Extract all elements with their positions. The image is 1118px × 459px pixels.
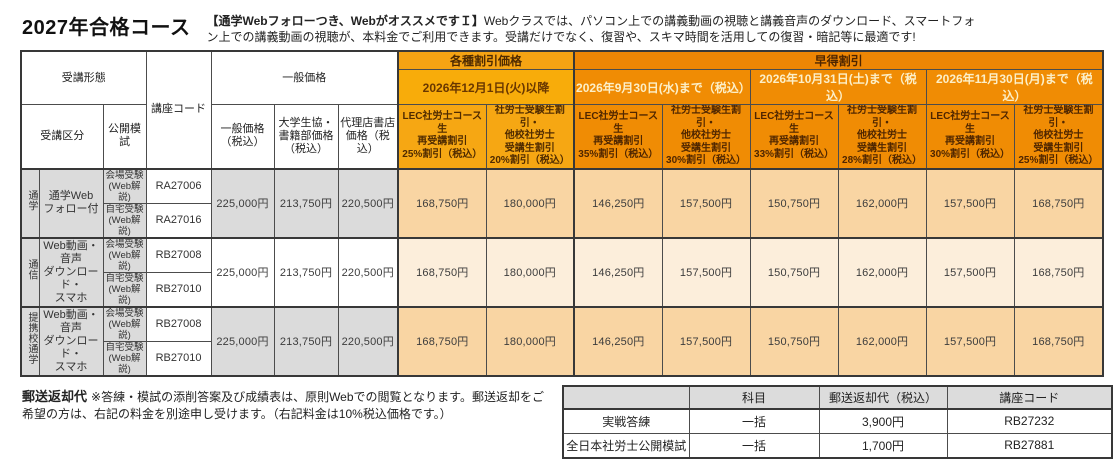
header-mock-exam: 公開模試 [102, 104, 147, 170]
category-label: 通学 [20, 167, 40, 238]
exam-type-cell: 会場受験 (Web解説) [102, 167, 147, 204]
discount-price-cell: 157,500円 [925, 236, 1015, 307]
course-division-cell: 通学Web フォロー付 [38, 167, 104, 238]
discount-price-cell: 180,000円 [485, 167, 575, 238]
category-label: 通信 [20, 236, 40, 307]
header-discount-lec25: LEC社労士コース生 再受講割引 25%割引（税込） [397, 104, 487, 170]
postal-header-fee: 郵送返却代（税込） [818, 385, 948, 410]
course-code-cell: RB27010 [145, 340, 212, 376]
postal-row-subject: 一括 [688, 408, 820, 434]
discount-price-cell: 162,000円 [837, 236, 927, 307]
postal-return-text: ※答練・模試の添削答案及び成績表は、原則Webでの閲覧となります。郵送返却をご希… [22, 389, 544, 421]
postal-header-subject: 科目 [688, 385, 820, 410]
price-cell: 220,500円 [337, 167, 399, 238]
header-discount-group: 各種割引価格 [397, 50, 575, 70]
price-cell: 220,500円 [337, 236, 399, 307]
discount-price-cell: 146,250円 [573, 236, 663, 307]
price-cell: 225,000円 [210, 236, 275, 307]
header-course-division: 受講区分 [20, 104, 104, 170]
category-label: 提携校通学 [20, 305, 40, 376]
course-division-cell: Web動画・ 音声 ダウンロード・ スマホ [38, 236, 104, 307]
header-earlybird-other25: 社労士受験生割引・ 他校社労士 受講生割引 25%割引（税込） [1013, 104, 1104, 170]
page-title: 2027年合格コース [22, 17, 191, 39]
exam-type-cell: 会場受験 (Web解説) [102, 305, 147, 342]
header-discount-other20: 社労士受験生割引・ 他校社労士 受講生割引 20%割引（税込） [485, 104, 575, 170]
course-code-cell: RA27016 [145, 202, 212, 238]
postal-row-code: RB27232 [946, 408, 1113, 434]
postal-return-table: 科目 郵送返却代（税込） 講座コード 実戦答練 一括 3,900円 RB2723… [562, 384, 1113, 459]
header-earlybird-lec35: LEC社労士コース生 再受講割引 35%割引（税込） [573, 104, 663, 170]
header-earlybird-lec30: LEC社労士コース生 再受講割引 30%割引（税込） [925, 104, 1015, 170]
page-header: 2027年合格コース 【通学Webフォローつき、WebがオススメですＩ】Webク… [0, 0, 1118, 45]
discount-price-cell: 168,750円 [397, 167, 487, 238]
discount-price-cell: 180,000円 [485, 305, 575, 376]
table-row: 全日本社労士公開模試 一括 1,700円 RB27881 [562, 432, 1113, 458]
header-earlybird-date-2: 2026年10月31日(土)まで（税込） [749, 69, 927, 105]
discount-price-cell: 157,500円 [661, 305, 751, 376]
header-course-code: 講座コード [145, 50, 212, 169]
course-code-cell: RB27010 [145, 271, 212, 307]
discount-price-cell: 150,750円 [749, 236, 839, 307]
price-cell: 213,750円 [273, 236, 339, 307]
header-earlybird-date-3: 2026年11月30日(月)まで（税込） [925, 69, 1104, 105]
header-earlybird-lec33: LEC社労士コース生 再受講割引 33%割引（税込） [749, 104, 839, 170]
discount-price-cell: 157,500円 [925, 305, 1015, 376]
discount-price-cell: 180,000円 [485, 236, 575, 307]
intro-lead: 【通学Webフォローつき、WebがオススメですＩ】 [206, 14, 484, 28]
postal-row-code: RB27881 [946, 432, 1113, 458]
course-division-cell: Web動画・ 音声 ダウンロード・ スマホ [38, 305, 104, 376]
discount-price-cell: 157,500円 [661, 236, 751, 307]
discount-price-cell: 146,250円 [573, 167, 663, 238]
header-earlybird-date-1: 2026年9月30日(水)まで（税込） [573, 69, 751, 105]
discount-price-cell: 150,750円 [749, 305, 839, 376]
header-discount-date: 2026年12月1日(火)以降 [397, 69, 575, 105]
course-code-cell: RB27008 [145, 236, 212, 273]
postal-row-fee: 3,900円 [818, 408, 948, 434]
exam-type-cell: 自宅受験 (Web解説) [102, 271, 147, 307]
intro-text: 【通学Webフォローつき、WebがオススメですＩ】Webクラスでは、パソコン上で… [207, 11, 977, 45]
exam-type-cell: 会場受験 (Web解説) [102, 236, 147, 273]
postal-header-code: 講座コード [946, 385, 1113, 410]
table-row: 実戦答練 一括 3,900円 RB27232 [562, 408, 1113, 434]
discount-price-cell: 157,500円 [925, 167, 1015, 238]
discount-price-cell: 168,750円 [397, 236, 487, 307]
header-earlybird-group: 早得割引 [573, 50, 1104, 70]
postal-header-blank [562, 385, 690, 410]
postal-row-name: 実戦答練 [562, 408, 690, 434]
price-cell: 213,750円 [273, 305, 339, 376]
discount-price-cell: 168,750円 [397, 305, 487, 376]
postal-row-name: 全日本社労士公開模試 [562, 432, 690, 458]
discount-price-cell: 157,500円 [661, 167, 751, 238]
postal-row-subject: 一括 [688, 432, 820, 458]
discount-price-cell: 162,000円 [837, 305, 927, 376]
header-earlybird-other30: 社労士受験生割引・ 他校社労士 受講生割引 30%割引（税込） [661, 104, 751, 170]
exam-type-cell: 自宅受験 (Web解説) [102, 340, 147, 376]
discount-price-cell: 168,750円 [1013, 236, 1104, 307]
header-course-format: 受講形態 [20, 50, 147, 105]
header-earlybird-other28: 社労士受験生割引・ 他校社労士 受講生割引 28%割引（税込） [837, 104, 927, 170]
discount-price-cell: 168,750円 [1013, 167, 1104, 238]
header-coop-price: 大学生協・ 書籍部価格 （税込） [273, 104, 339, 170]
footer-section: 郵送返却代 ※答練・模試の添削答案及び成績表は、原則Webでの閲覧となります。郵送… [22, 384, 1118, 459]
header-general-price-group: 一般価格 [210, 50, 399, 105]
discount-price-cell: 150,750円 [749, 167, 839, 238]
header-general-price: 一般価格 （税込） [210, 104, 275, 170]
header-agency-price: 代理店書店 価格（税込） [337, 104, 399, 170]
discount-price-cell: 146,250円 [573, 305, 663, 376]
course-code-cell: RB27008 [145, 305, 212, 342]
intro-body: Webクラスでは、パソコン上での講義動画の視聴と講義音声のダウンロード、スマート… [206, 14, 976, 44]
course-code-cell: RA27006 [145, 167, 212, 204]
price-cell: 220,500円 [337, 305, 399, 376]
main-price-table: 受講形態 講座コード 一般価格 各種割引価格 早得割引 2026年12月1日(火… [20, 50, 1105, 377]
discount-price-cell: 168,750円 [1013, 305, 1104, 376]
postal-return-note: 郵送返却代 ※答練・模試の添削答案及び成績表は、原則Webでの閲覧となります。郵送… [22, 385, 552, 423]
price-cell: 213,750円 [273, 167, 339, 238]
discount-price-cell: 162,000円 [837, 167, 927, 238]
postal-row-fee: 1,700円 [818, 432, 948, 458]
price-cell: 225,000円 [210, 305, 275, 376]
price-cell: 225,000円 [210, 167, 275, 238]
postal-return-heading: 郵送返却代 [22, 388, 88, 404]
exam-type-cell: 自宅受験 (Web解説) [102, 202, 147, 238]
